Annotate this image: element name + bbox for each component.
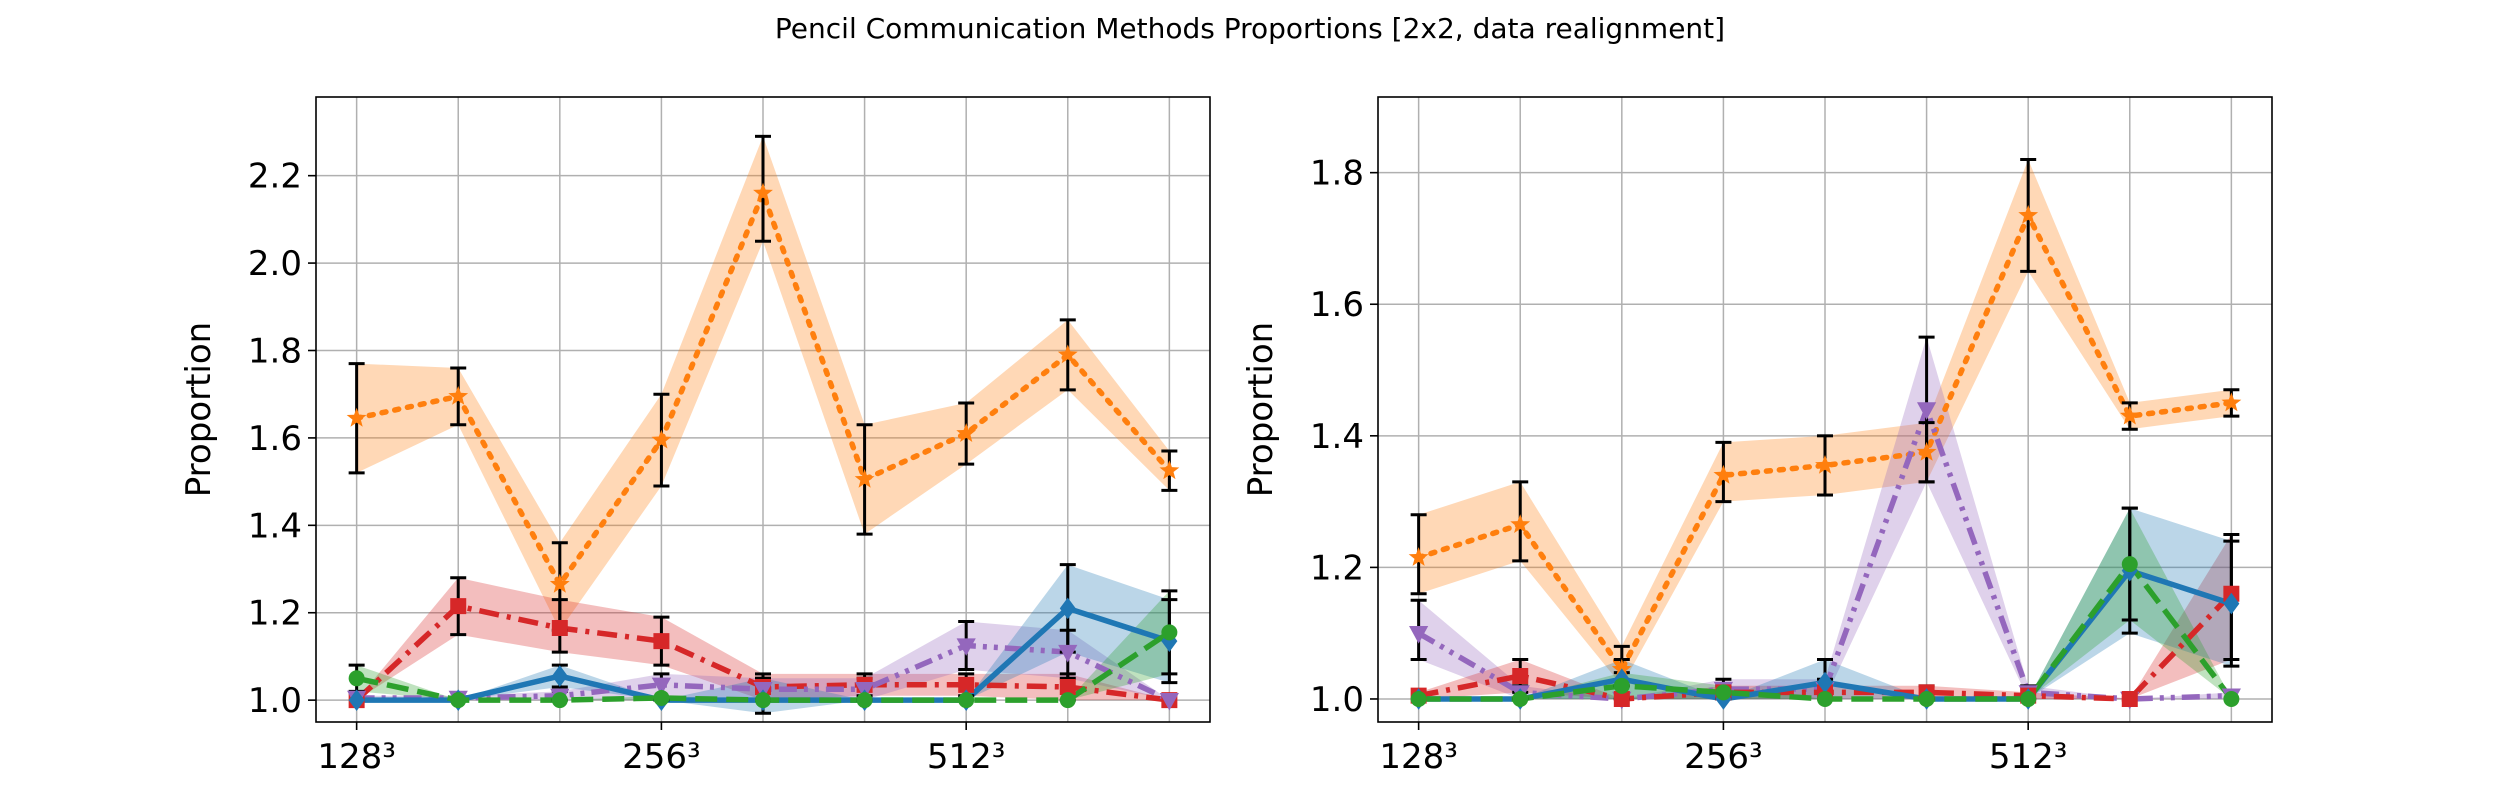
data-point [2018, 205, 2039, 224]
data-point [1059, 679, 1076, 696]
data-point [653, 633, 670, 650]
data-point [856, 692, 873, 709]
y-axis-label: Proportion [179, 322, 219, 497]
data-point [1918, 690, 1935, 707]
data-point [958, 692, 975, 709]
y-tick-label: 2.2 [248, 157, 302, 197]
data-point [551, 665, 568, 687]
data-point [1059, 692, 1076, 709]
chart-left: 1.0 1.2 1.4 1.6 1.8 2.0 2.2 128³ 256³ 512³ Proport… [179, 96, 1211, 777]
data-point [1817, 671, 1833, 694]
x-tick-label: 128³ [1379, 737, 1458, 777]
y-tick-label: 1.6 [1310, 285, 1364, 325]
data-point [2121, 690, 2138, 707]
x-tick-label: 256³ [1684, 737, 1763, 777]
figure-title: Pencil Communication Methods Proportions… [774, 12, 1726, 45]
data-point [551, 692, 568, 709]
data-point [1408, 547, 1429, 566]
x-tick-label: 128³ [317, 737, 396, 777]
data-point [448, 386, 469, 405]
data-point [1057, 344, 1078, 364]
data-point [551, 620, 568, 637]
y-tick-label: 1.8 [1310, 154, 1364, 194]
x-tick-label: 512³ [927, 737, 1006, 777]
data-point [1410, 690, 1427, 707]
data-point [653, 689, 670, 706]
data-point [753, 182, 773, 202]
data-point [450, 692, 467, 709]
series-line [353, 190, 1173, 588]
data-point [1613, 677, 1630, 694]
data-point [1916, 441, 1937, 461]
data-point [1916, 402, 1937, 420]
data-point [956, 423, 977, 442]
data-point [1409, 625, 1429, 644]
data-point [346, 407, 367, 427]
data-point [1815, 455, 1835, 474]
chart-right: 1.0 1.2 1.4 1.6 1.8 128³ 256³ 512³ Proportion [1241, 96, 2273, 777]
data-point [1611, 659, 1632, 678]
data-point [450, 598, 467, 615]
data-point [1715, 684, 1732, 701]
y-axis-label: Proportion [1241, 322, 1281, 497]
data-point [1159, 460, 1180, 480]
data-point [1058, 644, 1078, 663]
y-tick-label: 2.0 [248, 244, 302, 284]
data-point [1512, 667, 1529, 684]
data-point [1161, 624, 1178, 641]
y-tick-label: 1.8 [248, 331, 302, 371]
data-point [1613, 690, 1630, 707]
y-tick-label: 1.0 [248, 681, 302, 721]
data-point [1512, 690, 1529, 707]
y-tick-label: 1.2 [1310, 548, 1364, 588]
series-band [356, 590, 1170, 701]
x-tick-label: 512³ [1989, 737, 2068, 777]
data-point [651, 429, 672, 449]
data-point [348, 689, 365, 711]
data-point [1817, 690, 1833, 707]
y-tick-label: 1.4 [248, 506, 302, 546]
y-tick-label: 1.6 [248, 419, 302, 459]
y-tick-label: 1.4 [1310, 417, 1364, 457]
data-point [956, 638, 976, 656]
data-point [1510, 514, 1531, 533]
data-point [1059, 597, 1076, 620]
data-point [1713, 464, 1734, 484]
y-tick-label: 1.2 [248, 594, 302, 634]
data-point [549, 573, 570, 593]
axes-frame [315, 96, 1211, 723]
data-point [2223, 592, 2240, 615]
data-point [2119, 405, 2140, 425]
x-tick-label: 256³ [622, 737, 701, 777]
axes-frame [1377, 96, 2273, 723]
data-point [755, 692, 771, 709]
data-point [2223, 690, 2240, 707]
y-tick-label: 1.0 [1310, 680, 1364, 720]
data-point [1159, 692, 1179, 711]
data-point [2020, 690, 2037, 707]
data-point [348, 670, 365, 687]
data-point [958, 676, 975, 693]
data-point [651, 677, 672, 696]
data-point [854, 469, 875, 488]
data-point [2221, 392, 2242, 412]
data-point [2121, 556, 2138, 573]
